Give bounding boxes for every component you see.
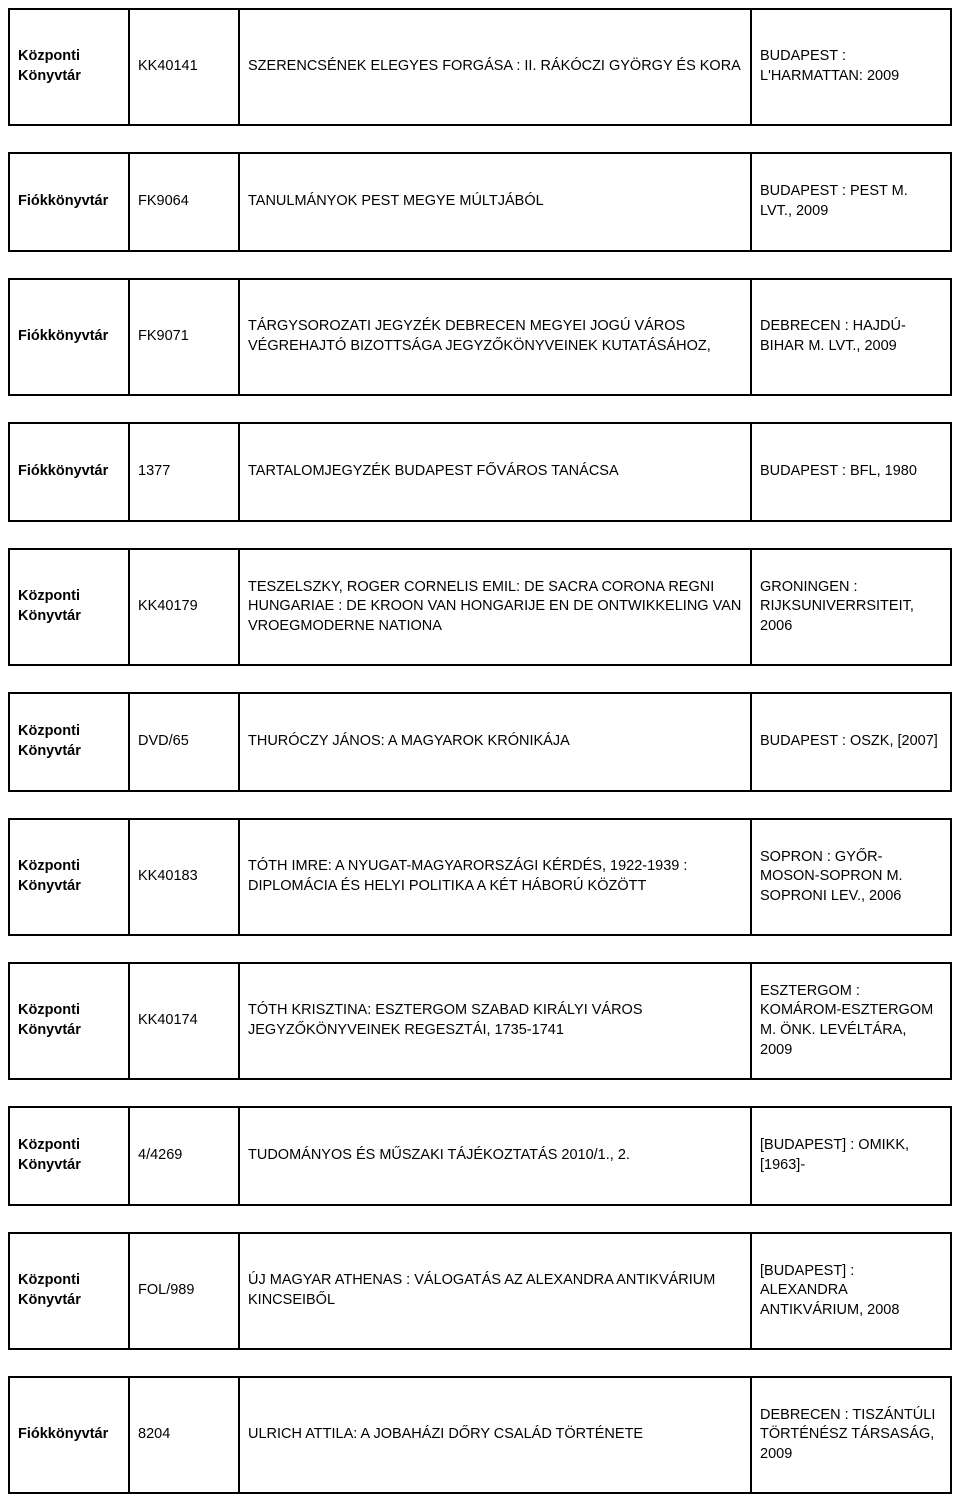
table-row: Központi Könyvtár KK40141 SZERENCSÉNEK E…	[8, 8, 952, 126]
library-cell: Fiókkönyvtár	[10, 424, 130, 520]
code-cell: KK40141	[130, 10, 240, 124]
table-row: Központi Könyvtár DVD/65 THURÓCZY JÁNOS:…	[8, 692, 952, 792]
library-cell: Központi Könyvtár	[10, 964, 130, 1078]
publisher-cell: [BUDAPEST] : ALEXANDRA ANTIKVÁRIUM, 2008	[752, 1234, 950, 1348]
publisher-cell: ESZTERGOM : KOMÁROM-ESZTERGOM M. ÖNK. LE…	[752, 964, 950, 1078]
library-cell: Központi Könyvtár	[10, 550, 130, 664]
row-gap	[8, 522, 952, 548]
title-cell: ULRICH ATTILA: A JOBAHÁZI DŐRY CSALÁD TÖ…	[240, 1378, 752, 1492]
publisher-cell: DEBRECEN : HAJDÚ-BIHAR M. LVT., 2009	[752, 280, 950, 394]
title-cell: TÓTH KRISZTINA: ESZTERGOM SZABAD KIRÁLYI…	[240, 964, 752, 1078]
library-cell: Központi Könyvtár	[10, 1234, 130, 1348]
code-cell: 8204	[130, 1378, 240, 1492]
title-cell: SZERENCSÉNEK ELEGYES FORGÁSA : II. RÁKÓC…	[240, 10, 752, 124]
table-row: Központi Könyvtár 4/4269 TUDOMÁNYOS ÉS M…	[8, 1106, 952, 1206]
code-cell: 4/4269	[130, 1108, 240, 1204]
table-row: Központi Könyvtár KK40174 TÓTH KRISZTINA…	[8, 962, 952, 1080]
publisher-cell: BUDAPEST : PEST M. LVT., 2009	[752, 154, 950, 250]
publisher-cell: DEBRECEN : TISZÁNTÚLI TÖRTÉNÉSZ TÁRSASÁG…	[752, 1378, 950, 1492]
publisher-cell: SOPRON : GYŐR-MOSON-SOPRON M. SOPRONI LE…	[752, 820, 950, 934]
code-cell: FK9071	[130, 280, 240, 394]
library-cell: Központi Könyvtár	[10, 694, 130, 790]
title-cell: THURÓCZY JÁNOS: A MAGYAROK KRÓNIKÁJA	[240, 694, 752, 790]
row-gap	[8, 666, 952, 692]
page: Központi Könyvtár KK40141 SZERENCSÉNEK E…	[0, 0, 960, 1502]
table-row: Fiókkönyvtár FK9064 TANULMÁNYOK PEST MEG…	[8, 152, 952, 252]
row-gap	[8, 252, 952, 278]
code-cell: FK9064	[130, 154, 240, 250]
row-gap	[8, 936, 952, 962]
code-cell: KK40179	[130, 550, 240, 664]
row-gap	[8, 792, 952, 818]
publisher-cell: [BUDAPEST] : OMIKK, [1963]-	[752, 1108, 950, 1204]
title-cell: TANULMÁNYOK PEST MEGYE MÚLTJÁBÓL	[240, 154, 752, 250]
library-cell: Központi Könyvtár	[10, 1108, 130, 1204]
code-cell: KK40183	[130, 820, 240, 934]
library-cell: Fiókkönyvtár	[10, 280, 130, 394]
title-cell: TÁRGYSOROZATI JEGYZÉK DEBRECEN MEGYEI JO…	[240, 280, 752, 394]
publisher-cell: BUDAPEST : L'HARMATTAN: 2009	[752, 10, 950, 124]
table-row: Fiókkönyvtár 8204 ULRICH ATTILA: A JOBAH…	[8, 1376, 952, 1494]
title-cell: ÚJ MAGYAR ATHENAS : VÁLOGATÁS AZ ALEXAND…	[240, 1234, 752, 1348]
table-row: Fiókkönyvtár 1377 TARTALOMJEGYZÉK BUDAPE…	[8, 422, 952, 522]
row-gap	[8, 1206, 952, 1232]
library-cell: Fiókkönyvtár	[10, 1378, 130, 1492]
library-cell: Központi Könyvtár	[10, 10, 130, 124]
title-cell: TESZELSZKY, ROGER CORNELIS EMIL: DE SACR…	[240, 550, 752, 664]
title-cell: TÓTH IMRE: A NYUGAT-MAGYARORSZÁGI KÉRDÉS…	[240, 820, 752, 934]
row-gap	[8, 1350, 952, 1376]
code-cell: DVD/65	[130, 694, 240, 790]
code-cell: 1377	[130, 424, 240, 520]
publisher-cell: GRONINGEN : RIJKSUNIVERRSITEIT, 2006	[752, 550, 950, 664]
row-gap	[8, 126, 952, 152]
title-cell: TARTALOMJEGYZÉK BUDAPEST FŐVÁROS TANÁCSA	[240, 424, 752, 520]
row-gap	[8, 396, 952, 422]
code-cell: FOL/989	[130, 1234, 240, 1348]
title-cell: TUDOMÁNYOS ÉS MŰSZAKI TÁJÉKOZTATÁS 2010/…	[240, 1108, 752, 1204]
table-row: Központi Könyvtár KK40179 TESZELSZKY, RO…	[8, 548, 952, 666]
row-gap	[8, 1080, 952, 1106]
table-row: Központi Könyvtár KK40183 TÓTH IMRE: A N…	[8, 818, 952, 936]
table-row: Központi Könyvtár FOL/989 ÚJ MAGYAR ATHE…	[8, 1232, 952, 1350]
library-cell: Fiókkönyvtár	[10, 154, 130, 250]
publisher-cell: BUDAPEST : BFL, 1980	[752, 424, 950, 520]
publisher-cell: BUDAPEST : OSZK, [2007]	[752, 694, 950, 790]
library-cell: Központi Könyvtár	[10, 820, 130, 934]
table-row: Fiókkönyvtár FK9071 TÁRGYSOROZATI JEGYZÉ…	[8, 278, 952, 396]
code-cell: KK40174	[130, 964, 240, 1078]
